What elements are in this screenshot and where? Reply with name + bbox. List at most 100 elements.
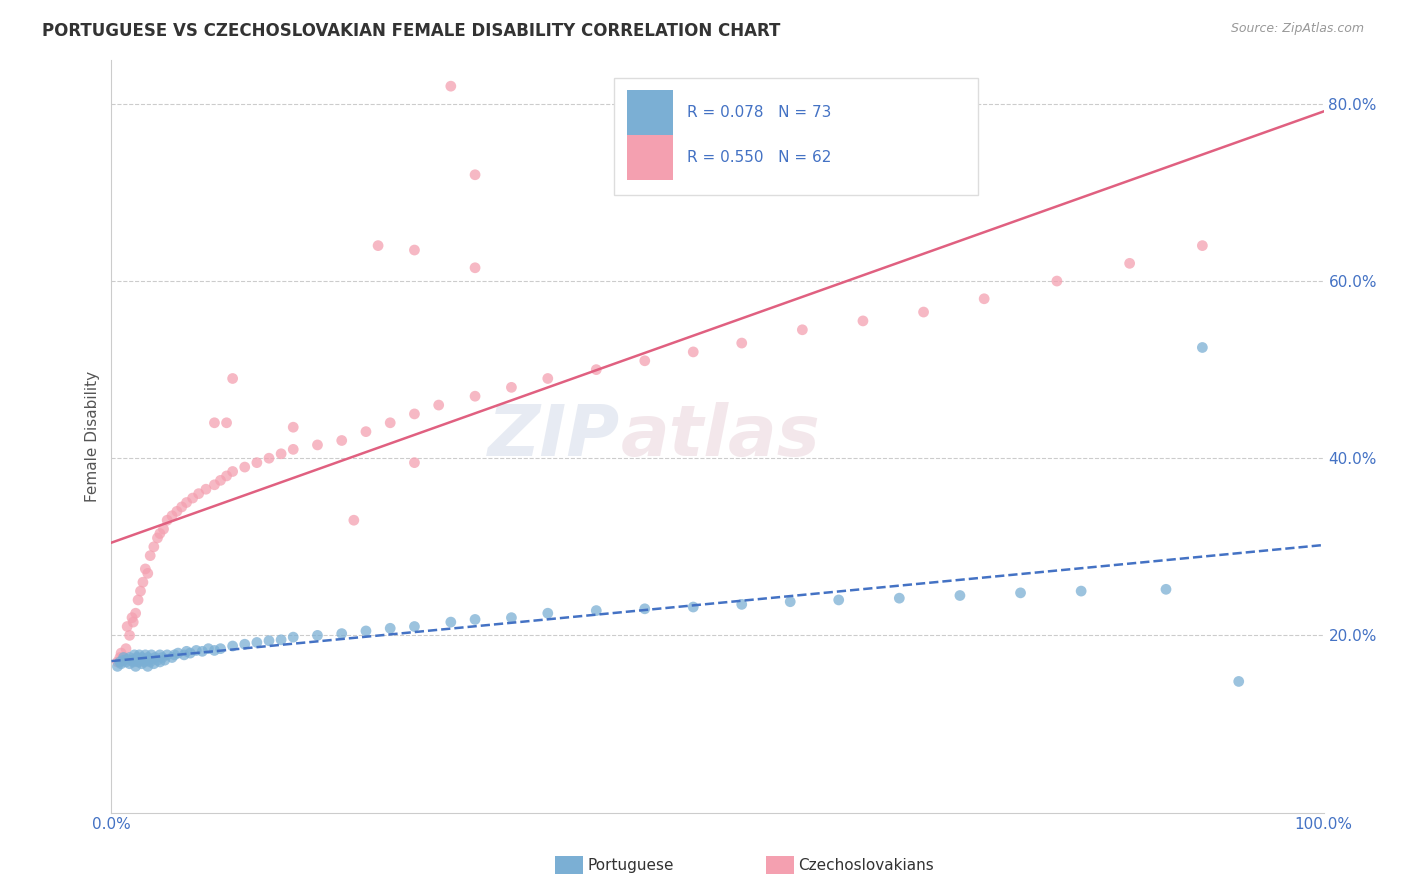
Point bbox=[246, 635, 269, 649]
Point bbox=[330, 626, 353, 640]
Point bbox=[156, 648, 179, 662]
Point bbox=[585, 362, 607, 376]
Point bbox=[380, 416, 402, 430]
Text: PORTUGUESE VS CZECHOSLOVAKIAN FEMALE DISABILITY CORRELATION CHART: PORTUGUESE VS CZECHOSLOVAKIAN FEMALE DIS… bbox=[42, 22, 780, 40]
Point bbox=[128, 648, 150, 662]
Point bbox=[167, 646, 190, 660]
Point bbox=[153, 653, 176, 667]
Y-axis label: Female Disability: Female Disability bbox=[86, 370, 100, 501]
Point bbox=[731, 598, 754, 612]
Point bbox=[1191, 341, 1213, 355]
Point bbox=[427, 398, 450, 412]
Point bbox=[179, 646, 201, 660]
Point bbox=[110, 657, 132, 671]
Point bbox=[121, 610, 143, 624]
Point bbox=[1154, 582, 1177, 597]
Point bbox=[152, 522, 174, 536]
Point bbox=[1010, 586, 1032, 600]
Point bbox=[270, 447, 292, 461]
Point bbox=[912, 305, 935, 319]
Point bbox=[221, 639, 243, 653]
Text: Source: ZipAtlas.com: Source: ZipAtlas.com bbox=[1230, 22, 1364, 36]
Point bbox=[163, 648, 186, 662]
Point bbox=[731, 336, 754, 351]
Point bbox=[682, 600, 704, 615]
Point bbox=[136, 659, 159, 673]
Point bbox=[160, 650, 183, 665]
Point bbox=[134, 655, 156, 669]
Point bbox=[537, 606, 560, 620]
Point bbox=[354, 624, 377, 638]
Text: atlas: atlas bbox=[620, 401, 820, 471]
Point bbox=[440, 615, 463, 629]
Point bbox=[464, 389, 486, 403]
Point bbox=[246, 456, 269, 470]
Point bbox=[464, 260, 486, 275]
Point bbox=[283, 420, 305, 434]
Point bbox=[146, 653, 169, 667]
Point bbox=[307, 438, 329, 452]
Point bbox=[149, 655, 172, 669]
Point bbox=[121, 653, 143, 667]
Point bbox=[112, 653, 135, 667]
Point bbox=[107, 655, 129, 669]
Point bbox=[257, 633, 280, 648]
Point bbox=[404, 456, 426, 470]
Point bbox=[634, 353, 657, 368]
Point bbox=[132, 575, 155, 590]
Point bbox=[142, 540, 165, 554]
Point bbox=[204, 477, 226, 491]
Point bbox=[1191, 238, 1213, 252]
Point bbox=[215, 469, 238, 483]
Point bbox=[634, 602, 657, 616]
Point bbox=[115, 641, 138, 656]
Point bbox=[132, 653, 155, 667]
Point bbox=[118, 628, 141, 642]
Point bbox=[166, 504, 188, 518]
Point bbox=[354, 425, 377, 439]
Point bbox=[283, 442, 305, 457]
Point bbox=[108, 650, 131, 665]
Point bbox=[187, 486, 209, 500]
Point bbox=[197, 641, 219, 656]
Point bbox=[134, 562, 156, 576]
Point bbox=[176, 495, 198, 509]
Point bbox=[150, 650, 173, 665]
Point bbox=[124, 653, 146, 667]
Point bbox=[156, 513, 179, 527]
Point bbox=[233, 460, 256, 475]
Point bbox=[127, 593, 149, 607]
Point bbox=[404, 619, 426, 633]
Point bbox=[191, 644, 214, 658]
Point bbox=[464, 168, 486, 182]
Point bbox=[537, 371, 560, 385]
Point bbox=[139, 549, 162, 563]
Point bbox=[124, 606, 146, 620]
Text: Portuguese: Portuguese bbox=[588, 858, 675, 872]
Point bbox=[127, 655, 149, 669]
Point bbox=[146, 531, 169, 545]
Point bbox=[149, 648, 172, 662]
Point bbox=[221, 371, 243, 385]
Point bbox=[233, 637, 256, 651]
Point bbox=[204, 643, 226, 657]
Point bbox=[118, 650, 141, 665]
Point bbox=[112, 650, 135, 665]
Point bbox=[173, 648, 195, 662]
Point bbox=[115, 652, 138, 666]
Point bbox=[404, 407, 426, 421]
Point bbox=[149, 526, 172, 541]
Point bbox=[108, 655, 131, 669]
Point bbox=[115, 655, 138, 669]
Point bbox=[889, 591, 911, 606]
Point bbox=[209, 641, 232, 656]
FancyBboxPatch shape bbox=[627, 90, 672, 135]
Point bbox=[221, 465, 243, 479]
Point bbox=[131, 650, 153, 665]
Point bbox=[215, 416, 238, 430]
Point bbox=[367, 238, 389, 252]
Point bbox=[949, 589, 972, 603]
Text: R = 0.078   N = 73: R = 0.078 N = 73 bbox=[688, 104, 831, 120]
Point bbox=[283, 630, 305, 644]
Point bbox=[124, 648, 146, 662]
